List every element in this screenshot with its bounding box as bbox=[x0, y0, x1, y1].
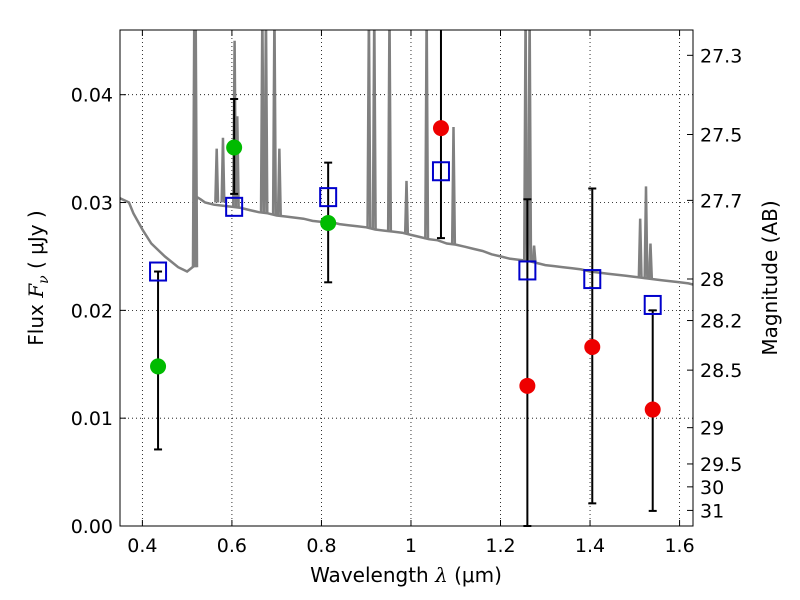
spectrum-spike bbox=[637, 218, 643, 279]
plot-frame bbox=[119, 29, 694, 527]
spectrum-spike bbox=[527, 30, 533, 261]
y-axis-label: Flux Fν ( μJy ) bbox=[24, 210, 52, 345]
x-tick-label: 1.2 bbox=[485, 535, 515, 557]
y-tick-label: 0.04 bbox=[71, 85, 113, 107]
spectrum-spike bbox=[643, 186, 649, 280]
model-square-point bbox=[583, 269, 602, 290]
spectrum-spike bbox=[259, 30, 265, 214]
model-square-point bbox=[149, 261, 168, 282]
x-tick-label: 0.4 bbox=[127, 535, 157, 557]
y2-tick-label: 30 bbox=[700, 477, 724, 499]
spectrum-line bbox=[120, 195, 693, 286]
spectrum-spike bbox=[647, 243, 654, 280]
y2-tick-label: 31 bbox=[700, 500, 724, 522]
model-square-point bbox=[225, 196, 244, 217]
x-tick-label: 1.6 bbox=[664, 535, 694, 557]
spectrum-spike bbox=[271, 30, 278, 216]
spectrum-spike bbox=[531, 245, 537, 262]
x-tick-label: 0.6 bbox=[217, 535, 247, 557]
axis-ticks: 0.4 0.6 0.8 1 1.2 1.4 1.6 0.00 0.01 0.02 0.03 0.04 2… bbox=[71, 30, 742, 557]
upper-limit-point bbox=[584, 339, 601, 356]
y2-tick-label: 29.5 bbox=[700, 454, 742, 476]
y2-axis-label: Magnitude (AB) bbox=[758, 200, 782, 355]
y2-tick-label: 29 bbox=[700, 418, 724, 440]
spectrum-spike bbox=[522, 30, 529, 261]
plot-area bbox=[120, 30, 693, 286]
grid-lines bbox=[120, 30, 693, 527]
y2-tick-label: 28.5 bbox=[700, 360, 742, 382]
y-tick-label: 0.01 bbox=[71, 408, 113, 430]
y2-tick-label: 27.5 bbox=[700, 125, 742, 147]
upper-limit-point bbox=[519, 377, 536, 394]
y-tick-label: 0.03 bbox=[71, 193, 113, 215]
x-tick-label: 1 bbox=[405, 535, 417, 557]
upper-limit-point bbox=[644, 401, 661, 418]
x-tick-label: 0.8 bbox=[306, 535, 336, 557]
model-square-point bbox=[643, 294, 662, 315]
spectrum-spike bbox=[371, 30, 377, 230]
upper-limit-point bbox=[432, 120, 449, 137]
detection-point bbox=[320, 215, 337, 232]
spectrum-spike bbox=[386, 30, 393, 232]
y-tick-label: 0.02 bbox=[71, 300, 113, 322]
data-markers bbox=[149, 120, 662, 418]
x-axis-label: Wavelength λ (μm) bbox=[310, 563, 502, 587]
spectrum-spike bbox=[214, 148, 220, 203]
spectrum-spike bbox=[234, 116, 240, 207]
y-tick-label: 0.00 bbox=[71, 516, 113, 538]
spectrum-spike bbox=[366, 30, 372, 229]
spectrum-spike bbox=[424, 30, 430, 240]
detection-point bbox=[226, 139, 243, 156]
detection-point bbox=[150, 358, 167, 375]
spectrum-spike bbox=[193, 30, 199, 268]
spectrum-spike bbox=[403, 180, 410, 234]
spectrum-spike bbox=[263, 30, 269, 214]
model-square-point bbox=[431, 161, 450, 182]
spectrum-spike bbox=[220, 137, 226, 203]
y2-tick-label: 28 bbox=[700, 269, 724, 291]
y2-tick-label: 27.7 bbox=[700, 190, 742, 212]
spectrum-spike bbox=[276, 148, 282, 216]
spectrum-spike bbox=[450, 127, 457, 245]
model-square-point bbox=[518, 260, 537, 281]
model-square-point bbox=[319, 187, 338, 208]
y2-tick-label: 28.2 bbox=[700, 311, 742, 333]
x-tick-label: 1.4 bbox=[575, 535, 605, 557]
y2-tick-label: 27.3 bbox=[700, 45, 742, 67]
error-bars bbox=[154, 30, 657, 527]
